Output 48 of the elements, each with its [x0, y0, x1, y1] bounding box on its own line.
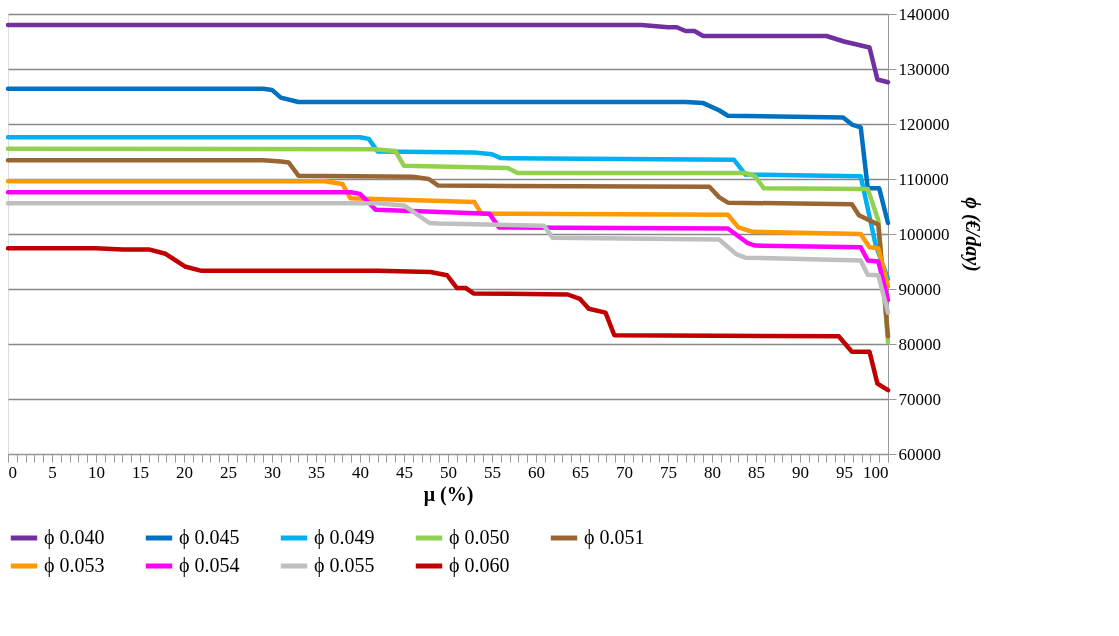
- x-tick-label: 55: [484, 462, 501, 482]
- x-tick-label: 80: [704, 462, 721, 482]
- line-series: [5, 200, 891, 315]
- legend-label: ϕ 0.045: [179, 526, 240, 549]
- y-axis-title: ϕ (€/day): [960, 197, 984, 272]
- x-tick-label: 50: [440, 462, 457, 482]
- x-tick-label: 10: [88, 462, 105, 482]
- legend-label: ϕ 0.051: [584, 526, 645, 549]
- x-axis-title: μ (%): [423, 482, 474, 506]
- y-tick-label: 100000: [898, 224, 950, 244]
- y-tick-label: 60000: [898, 444, 941, 464]
- x-tick-label: 15: [132, 462, 149, 482]
- x-tick-label: 65: [572, 462, 589, 482]
- x-tick-label: 45: [396, 462, 413, 482]
- line-series: [5, 189, 891, 303]
- legend-label: ϕ 0.049: [314, 526, 375, 549]
- legend-label: ϕ 0.050: [449, 526, 510, 549]
- legend-label: ϕ 0.054: [179, 554, 240, 577]
- x-tick-label: 100: [863, 462, 889, 482]
- y-tick-label: 110000: [898, 169, 949, 189]
- x-tick-label: 60: [528, 462, 545, 482]
- x-tick-label: 90: [792, 462, 809, 482]
- line-series: [5, 134, 891, 282]
- y-tick-label: 140000: [898, 4, 950, 24]
- legend-label: ϕ 0.055: [314, 554, 375, 577]
- line-series: [5, 22, 891, 85]
- line-series: [5, 86, 891, 226]
- x-tick-label: 70: [616, 462, 633, 482]
- x-tick-label: 25: [220, 462, 237, 482]
- x-tick-label: 85: [748, 462, 765, 482]
- legend-label: ϕ 0.053: [44, 554, 105, 577]
- y-tick-label: 120000: [898, 114, 950, 134]
- x-tick-label: 30: [264, 462, 281, 482]
- legend-label: ϕ 0.040: [44, 526, 105, 549]
- x-tick-label: 40: [352, 462, 369, 482]
- x-tick-label: 95: [836, 462, 853, 482]
- x-tick-label: 0: [8, 462, 17, 482]
- y-tick-label: 70000: [898, 389, 941, 409]
- y-tick-label: 90000: [898, 279, 941, 299]
- y-tick-label: 80000: [898, 334, 941, 354]
- x-tick-label: 20: [176, 462, 193, 482]
- line-series: [5, 178, 891, 289]
- x-tick-label: 5: [48, 462, 57, 482]
- y-tick-label: 130000: [898, 59, 950, 79]
- legend-label: ϕ 0.060: [449, 554, 510, 577]
- line-series: [5, 246, 891, 393]
- x-tick-label: 35: [308, 462, 325, 482]
- x-tick-label: 75: [660, 462, 677, 482]
